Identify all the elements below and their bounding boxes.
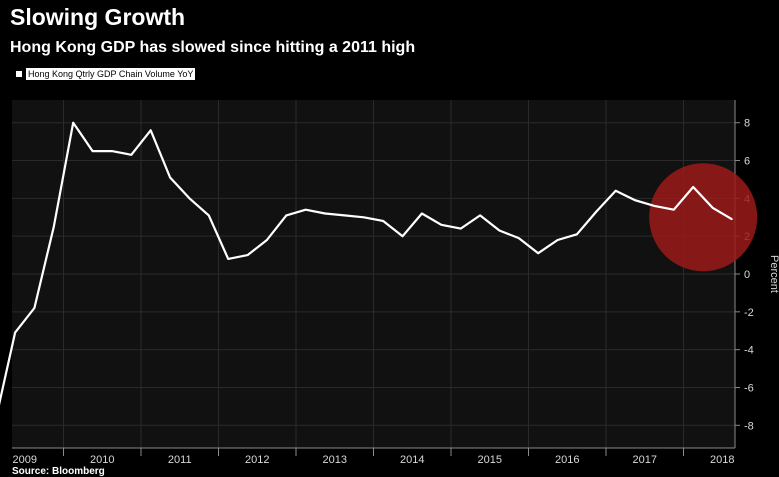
data-point	[401, 235, 404, 237]
data-point	[556, 239, 559, 241]
chart-title: Slowing Growth	[10, 4, 186, 30]
y-tick-label: -8	[744, 420, 754, 432]
x-tick-label: 2014	[400, 454, 424, 466]
data-point	[304, 208, 307, 211]
data-point	[421, 212, 423, 215]
x-tick-label: 2010	[90, 454, 114, 466]
data-point	[72, 121, 74, 124]
y-tick-label: -2	[744, 307, 754, 319]
data-point	[731, 218, 733, 220]
y-tick-label: 8	[744, 118, 750, 130]
data-point	[479, 214, 481, 217]
data-point	[208, 214, 210, 217]
data-point	[653, 205, 656, 207]
chart-subtitle: Hong Kong GDP has slowed since hitting a…	[10, 39, 416, 56]
data-point	[343, 214, 346, 217]
y-axis-title: Percent	[768, 255, 779, 293]
x-tick-label: 2015	[478, 454, 502, 466]
chart-legend: Hong Kong Qtrly GDP Chain Volume YoY	[16, 68, 196, 80]
data-point	[111, 150, 113, 152]
x-tick-label: 2016	[555, 454, 579, 466]
data-point	[673, 208, 675, 211]
data-point	[33, 307, 36, 309]
data-point	[324, 212, 326, 215]
data-point	[53, 225, 55, 228]
data-point	[266, 239, 268, 241]
x-tick-label: 2018	[710, 454, 734, 466]
data-point	[595, 210, 598, 213]
data-point	[91, 150, 94, 152]
data-point	[614, 190, 617, 192]
x-tick-label: 2013	[323, 454, 347, 466]
data-point	[14, 331, 16, 334]
y-tick-label: 6	[744, 156, 750, 168]
data-point	[130, 154, 133, 156]
x-tick-label: 2017	[633, 454, 657, 466]
data-point	[692, 186, 694, 188]
data-point	[285, 214, 288, 217]
legend-swatch	[16, 71, 22, 77]
data-point	[188, 197, 191, 200]
data-point	[149, 129, 152, 132]
data-point	[246, 254, 249, 256]
data-point	[537, 252, 539, 254]
data-point	[227, 258, 229, 260]
data-point	[363, 216, 365, 219]
data-point	[634, 199, 636, 201]
y-tick-label: -6	[744, 382, 754, 394]
data-point	[518, 237, 520, 239]
data-point	[711, 207, 714, 209]
y-tick-label: -4	[744, 345, 754, 357]
source-note: Source: Bloomberg	[12, 466, 105, 477]
data-point	[459, 227, 462, 230]
data-point	[498, 229, 501, 232]
data-point	[440, 224, 443, 226]
data-point	[382, 220, 385, 222]
legend-label: Hong Kong Qtrly GDP Chain Volume YoY	[26, 68, 196, 80]
x-tick-label: 2009	[13, 454, 37, 466]
y-tick-label: 0	[744, 269, 750, 281]
x-tick-label: 2011	[168, 454, 192, 466]
data-point	[576, 233, 578, 236]
highlight-circle	[649, 163, 758, 272]
x-tick-label: 2012	[245, 454, 269, 466]
data-point	[169, 176, 171, 179]
